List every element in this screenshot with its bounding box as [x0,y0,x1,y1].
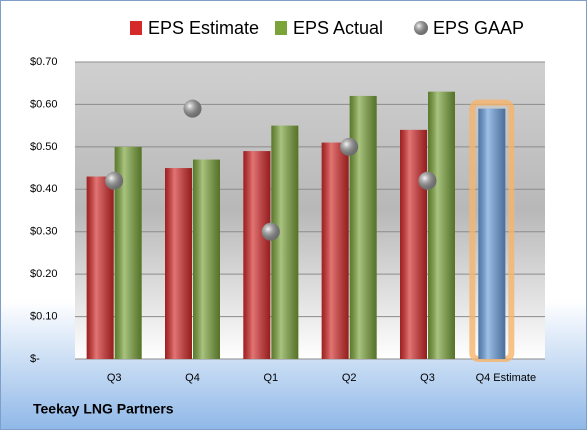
y-tick-label: $0.30 [30,226,58,238]
marker-shine [340,137,359,156]
legend-label: EPS GAAP [433,18,524,38]
bar-shine [86,176,114,359]
bar-shine [428,91,455,359]
marker-shine [261,222,280,241]
bar-shine [321,142,349,359]
bar-shine [271,125,299,360]
legend-label: EPS Estimate [148,18,259,38]
x-tick-label: Q3 [107,372,122,384]
y-tick-label: $0.50 [30,141,58,153]
footer: Teekay LNG Partners [33,401,174,417]
marker-shine [418,171,437,190]
plot-area [75,62,545,359]
x-tick-label: Q4 Estimate [476,372,537,384]
bar-shine [193,159,220,359]
marker-shine [183,99,202,118]
bar-shine [165,168,192,359]
y-tick-label: $0.20 [30,268,58,280]
legend-label: EPS Actual [293,18,383,38]
x-tick-label: Q4 [185,372,200,384]
x-tick-label: Q3 [420,372,435,384]
bar-shine [400,129,427,359]
bar-shine [478,108,506,360]
marker-shine [105,171,124,190]
y-tick-label: $0.10 [30,310,58,322]
legend-swatch [275,21,287,35]
y-tick-label: $0.70 [30,56,58,68]
y-tick-label: $0.40 [30,183,58,195]
y-tick-label: $0.60 [30,98,58,110]
bar-shine [243,151,271,359]
x-tick-label: Q2 [342,372,357,384]
x-tick-label: Q1 [263,372,278,384]
legend-shine [414,21,428,35]
bar-shine [349,95,377,359]
y-tick-label: $- [30,353,40,365]
legend-swatch [130,21,142,35]
